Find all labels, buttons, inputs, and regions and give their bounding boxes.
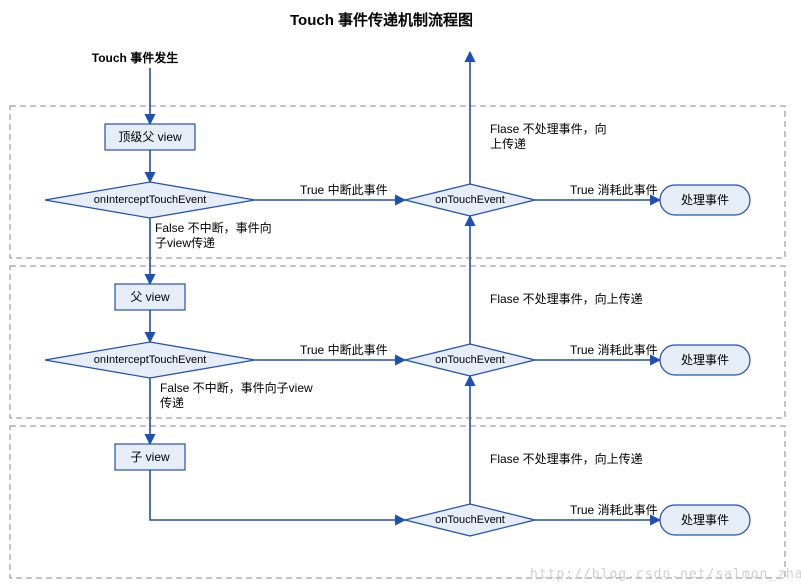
start-label: Touch 事件发生 (92, 50, 178, 65)
edge-label-true-int-1: True 中断此事件 (300, 182, 388, 197)
edge-label-true-int-2: True 中断此事件 (300, 342, 388, 357)
edge-label-true-con-2: True 消耗此事件 (570, 343, 658, 357)
diamond-label-intercept-1: onInterceptTouchEvent (94, 194, 207, 206)
diamond-label-intercept-2: onInterceptTouchEvent (94, 354, 207, 366)
diamond-label-touch-1: onTouchEvent (435, 194, 505, 206)
edge-label-false-up-1a: Flase 不处理事件，向 (490, 121, 607, 136)
edge-label-false-up-1b: 上传递 (490, 136, 526, 151)
rect-label-parent-view: 父 view (130, 290, 170, 304)
watermark: http://blog.csdn.net/salmon_zhang (530, 567, 801, 582)
edge-label-false-down-2a: False 不中断，事件向子view (160, 380, 313, 395)
edge-label-false-down-1a: False 不中断，事件向 (155, 220, 272, 235)
terminal-label-handle-3: 处理事件 (681, 513, 729, 527)
rect-label-child-view: 子 view (130, 450, 170, 464)
terminal-label-handle-1: 处理事件 (681, 193, 729, 207)
edge-label-true-con-1: True 消耗此事件 (570, 183, 658, 197)
edge-label-false-up-3: Flase 不处理事件，向上传递 (490, 451, 643, 466)
edge-label-true-con-3: True 消耗此事件 (570, 503, 658, 517)
page-title: Touch 事件传递机制流程图 (290, 11, 473, 29)
edge-label-false-up-2: Flase 不处理事件，向上传递 (490, 291, 643, 306)
diamond-label-touch-2: onTouchEvent (435, 354, 505, 366)
edge-label-false-down-1b: 子view传递 (155, 235, 215, 250)
rect-label-top-parent-view: 顶级父 view (118, 130, 182, 144)
diamond-label-touch-3: onTouchEvent (435, 514, 505, 526)
edge-label-false-down-2b: 传递 (160, 395, 184, 410)
terminal-label-handle-2: 处理事件 (681, 353, 729, 367)
